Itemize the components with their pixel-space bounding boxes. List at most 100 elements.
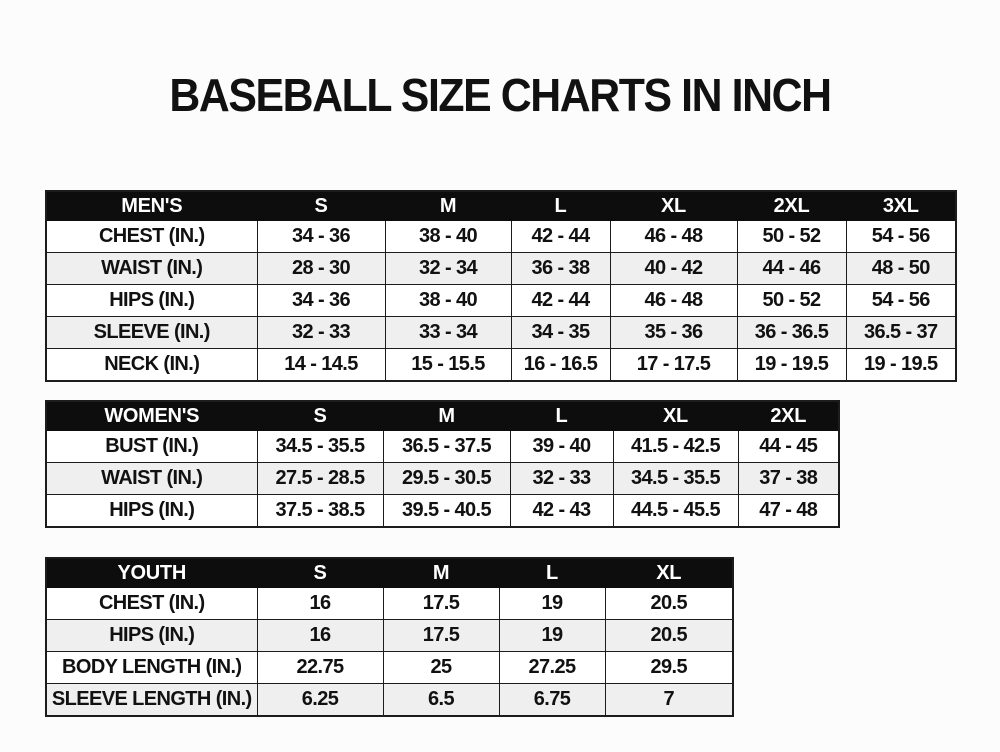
mens-table-title: MEN'S [45, 190, 258, 221]
womens-value-cell: 39 - 40 [509, 430, 614, 463]
womens-value-cell: 34.5 - 35.5 [256, 430, 384, 463]
womens-table-row: WAIST (IN.) 27.5 - 28.5 29.5 - 30.5 32 - 33… [45, 462, 840, 495]
mens-table-row: HIPS (IN.) 34 - 36 38 - 40 42 - 44 46 - 48 50… [45, 284, 957, 317]
youth-row-label: CHEST (IN.) [45, 587, 258, 620]
youth-value-cell: 17.5 [382, 587, 500, 620]
womens-value-cell: 29.5 - 30.5 [382, 462, 511, 495]
mens-value-cell: 19 - 19.5 [736, 348, 847, 382]
youth-row-label: BODY LENGTH (IN.) [45, 651, 258, 684]
mens-header-row: MEN'S S M L XL 2XL 3XL [45, 190, 957, 221]
mens-col-header: 3XL [845, 190, 957, 221]
mens-value-cell: 33 - 34 [384, 316, 512, 349]
youth-value-cell: 6.75 [498, 683, 606, 717]
womens-col-header: L [509, 400, 614, 431]
mens-table-row: CHEST (IN.) 34 - 36 38 - 40 42 - 44 46 - 48 5… [45, 220, 957, 253]
mens-value-cell: 54 - 56 [845, 220, 957, 253]
mens-value-cell: 17 - 17.5 [609, 348, 738, 382]
womens-value-cell: 32 - 33 [509, 462, 614, 495]
mens-value-cell: 38 - 40 [384, 284, 512, 317]
mens-row-label: HIPS (IN.) [45, 284, 258, 317]
womens-col-header: M [382, 400, 511, 431]
mens-col-header: XL [609, 190, 738, 221]
mens-value-cell: 40 - 42 [609, 252, 738, 285]
womens-row-label: HIPS (IN.) [45, 494, 258, 528]
mens-value-cell: 36.5 - 37 [845, 316, 957, 349]
mens-value-cell: 34 - 35 [510, 316, 611, 349]
mens-value-cell: 48 - 50 [845, 252, 957, 285]
youth-value-cell: 25 [382, 651, 500, 684]
womens-row-label: WAIST (IN.) [45, 462, 258, 495]
mens-row-label: NECK (IN.) [45, 348, 258, 382]
youth-table-title: YOUTH [45, 557, 258, 588]
womens-value-cell: 37 - 38 [737, 462, 840, 495]
womens-size-table: WOMEN'S S M L XL 2XL BUST (IN.) 34.5 - 35.5 36.5… [45, 400, 840, 528]
mens-value-cell: 32 - 33 [256, 316, 386, 349]
womens-value-cell: 34.5 - 35.5 [612, 462, 739, 495]
mens-table-row: WAIST (IN.) 28 - 30 32 - 34 36 - 38 40 - 42 4… [45, 252, 957, 285]
mens-table-row: SLEEVE (IN.) 32 - 33 33 - 34 34 - 35 35 - 36… [45, 316, 957, 349]
youth-col-header: L [498, 557, 606, 588]
womens-header-row: WOMEN'S S M L XL 2XL [45, 400, 840, 431]
mens-value-cell: 42 - 44 [510, 284, 611, 317]
womens-col-header: 2XL [737, 400, 840, 431]
youth-col-header: M [382, 557, 500, 588]
mens-value-cell: 35 - 36 [609, 316, 738, 349]
mens-col-header: 2XL [736, 190, 847, 221]
mens-value-cell: 46 - 48 [609, 284, 738, 317]
womens-value-cell: 39.5 - 40.5 [382, 494, 511, 528]
youth-value-cell: 16 [256, 587, 384, 620]
womens-table-row: HIPS (IN.) 37.5 - 38.5 39.5 - 40.5 42 - 43 4… [45, 494, 840, 528]
womens-value-cell: 41.5 - 42.5 [612, 430, 739, 463]
womens-value-cell: 47 - 48 [737, 494, 840, 528]
youth-value-cell: 6.5 [382, 683, 500, 717]
mens-value-cell: 15 - 15.5 [384, 348, 512, 382]
youth-col-header: XL [604, 557, 734, 588]
mens-value-cell: 50 - 52 [736, 284, 847, 317]
womens-row-label: BUST (IN.) [45, 430, 258, 463]
womens-value-cell: 36.5 - 37.5 [382, 430, 511, 463]
womens-table-row: BUST (IN.) 34.5 - 35.5 36.5 - 37.5 39 - 40 4… [45, 430, 840, 463]
mens-row-label: CHEST (IN.) [45, 220, 258, 253]
mens-value-cell: 42 - 44 [510, 220, 611, 253]
youth-value-cell: 7 [604, 683, 734, 717]
youth-header-row: YOUTH S M L XL [45, 557, 734, 588]
page-title: BASEBALL SIZE CHARTS IN INCH [169, 69, 832, 121]
mens-table-row: NECK (IN.) 14 - 14.5 15 - 15.5 16 - 16.5 17 … [45, 348, 957, 382]
youth-table-row: SLEEVE LENGTH (IN.) 6.25 6.5 6.75 7 [45, 683, 734, 717]
youth-table-row: CHEST (IN.) 16 17.5 19 20.5 [45, 587, 734, 620]
womens-table-title: WOMEN'S [45, 400, 258, 431]
youth-value-cell: 16 [256, 619, 384, 652]
youth-col-header: S [256, 557, 384, 588]
womens-value-cell: 27.5 - 28.5 [256, 462, 384, 495]
mens-size-table: MEN'S S M L XL 2XL 3XL CHEST (IN.) 34 - 36 38 - 4… [45, 190, 957, 382]
mens-value-cell: 34 - 36 [256, 220, 386, 253]
youth-row-label: SLEEVE LENGTH (IN.) [45, 683, 258, 717]
womens-col-header: XL [612, 400, 739, 431]
womens-value-cell: 44 - 45 [737, 430, 840, 463]
mens-value-cell: 50 - 52 [736, 220, 847, 253]
youth-row-label: HIPS (IN.) [45, 619, 258, 652]
mens-value-cell: 36 - 36.5 [736, 316, 847, 349]
mens-value-cell: 44 - 46 [736, 252, 847, 285]
mens-value-cell: 28 - 30 [256, 252, 386, 285]
youth-value-cell: 20.5 [604, 587, 734, 620]
mens-col-header: L [510, 190, 611, 221]
youth-table-row: BODY LENGTH (IN.) 22.75 25 27.25 29.5 [45, 651, 734, 684]
mens-col-header: S [256, 190, 386, 221]
youth-value-cell: 22.75 [256, 651, 384, 684]
mens-row-label: SLEEVE (IN.) [45, 316, 258, 349]
mens-value-cell: 14 - 14.5 [256, 348, 386, 382]
mens-value-cell: 38 - 40 [384, 220, 512, 253]
mens-value-cell: 46 - 48 [609, 220, 738, 253]
womens-col-header: S [256, 400, 384, 431]
youth-value-cell: 20.5 [604, 619, 734, 652]
youth-value-cell: 6.25 [256, 683, 384, 717]
mens-col-header: M [384, 190, 512, 221]
mens-row-label: WAIST (IN.) [45, 252, 258, 285]
youth-value-cell: 19 [498, 619, 606, 652]
mens-value-cell: 54 - 56 [845, 284, 957, 317]
womens-value-cell: 44.5 - 45.5 [612, 494, 739, 528]
mens-value-cell: 36 - 38 [510, 252, 611, 285]
mens-value-cell: 34 - 36 [256, 284, 386, 317]
